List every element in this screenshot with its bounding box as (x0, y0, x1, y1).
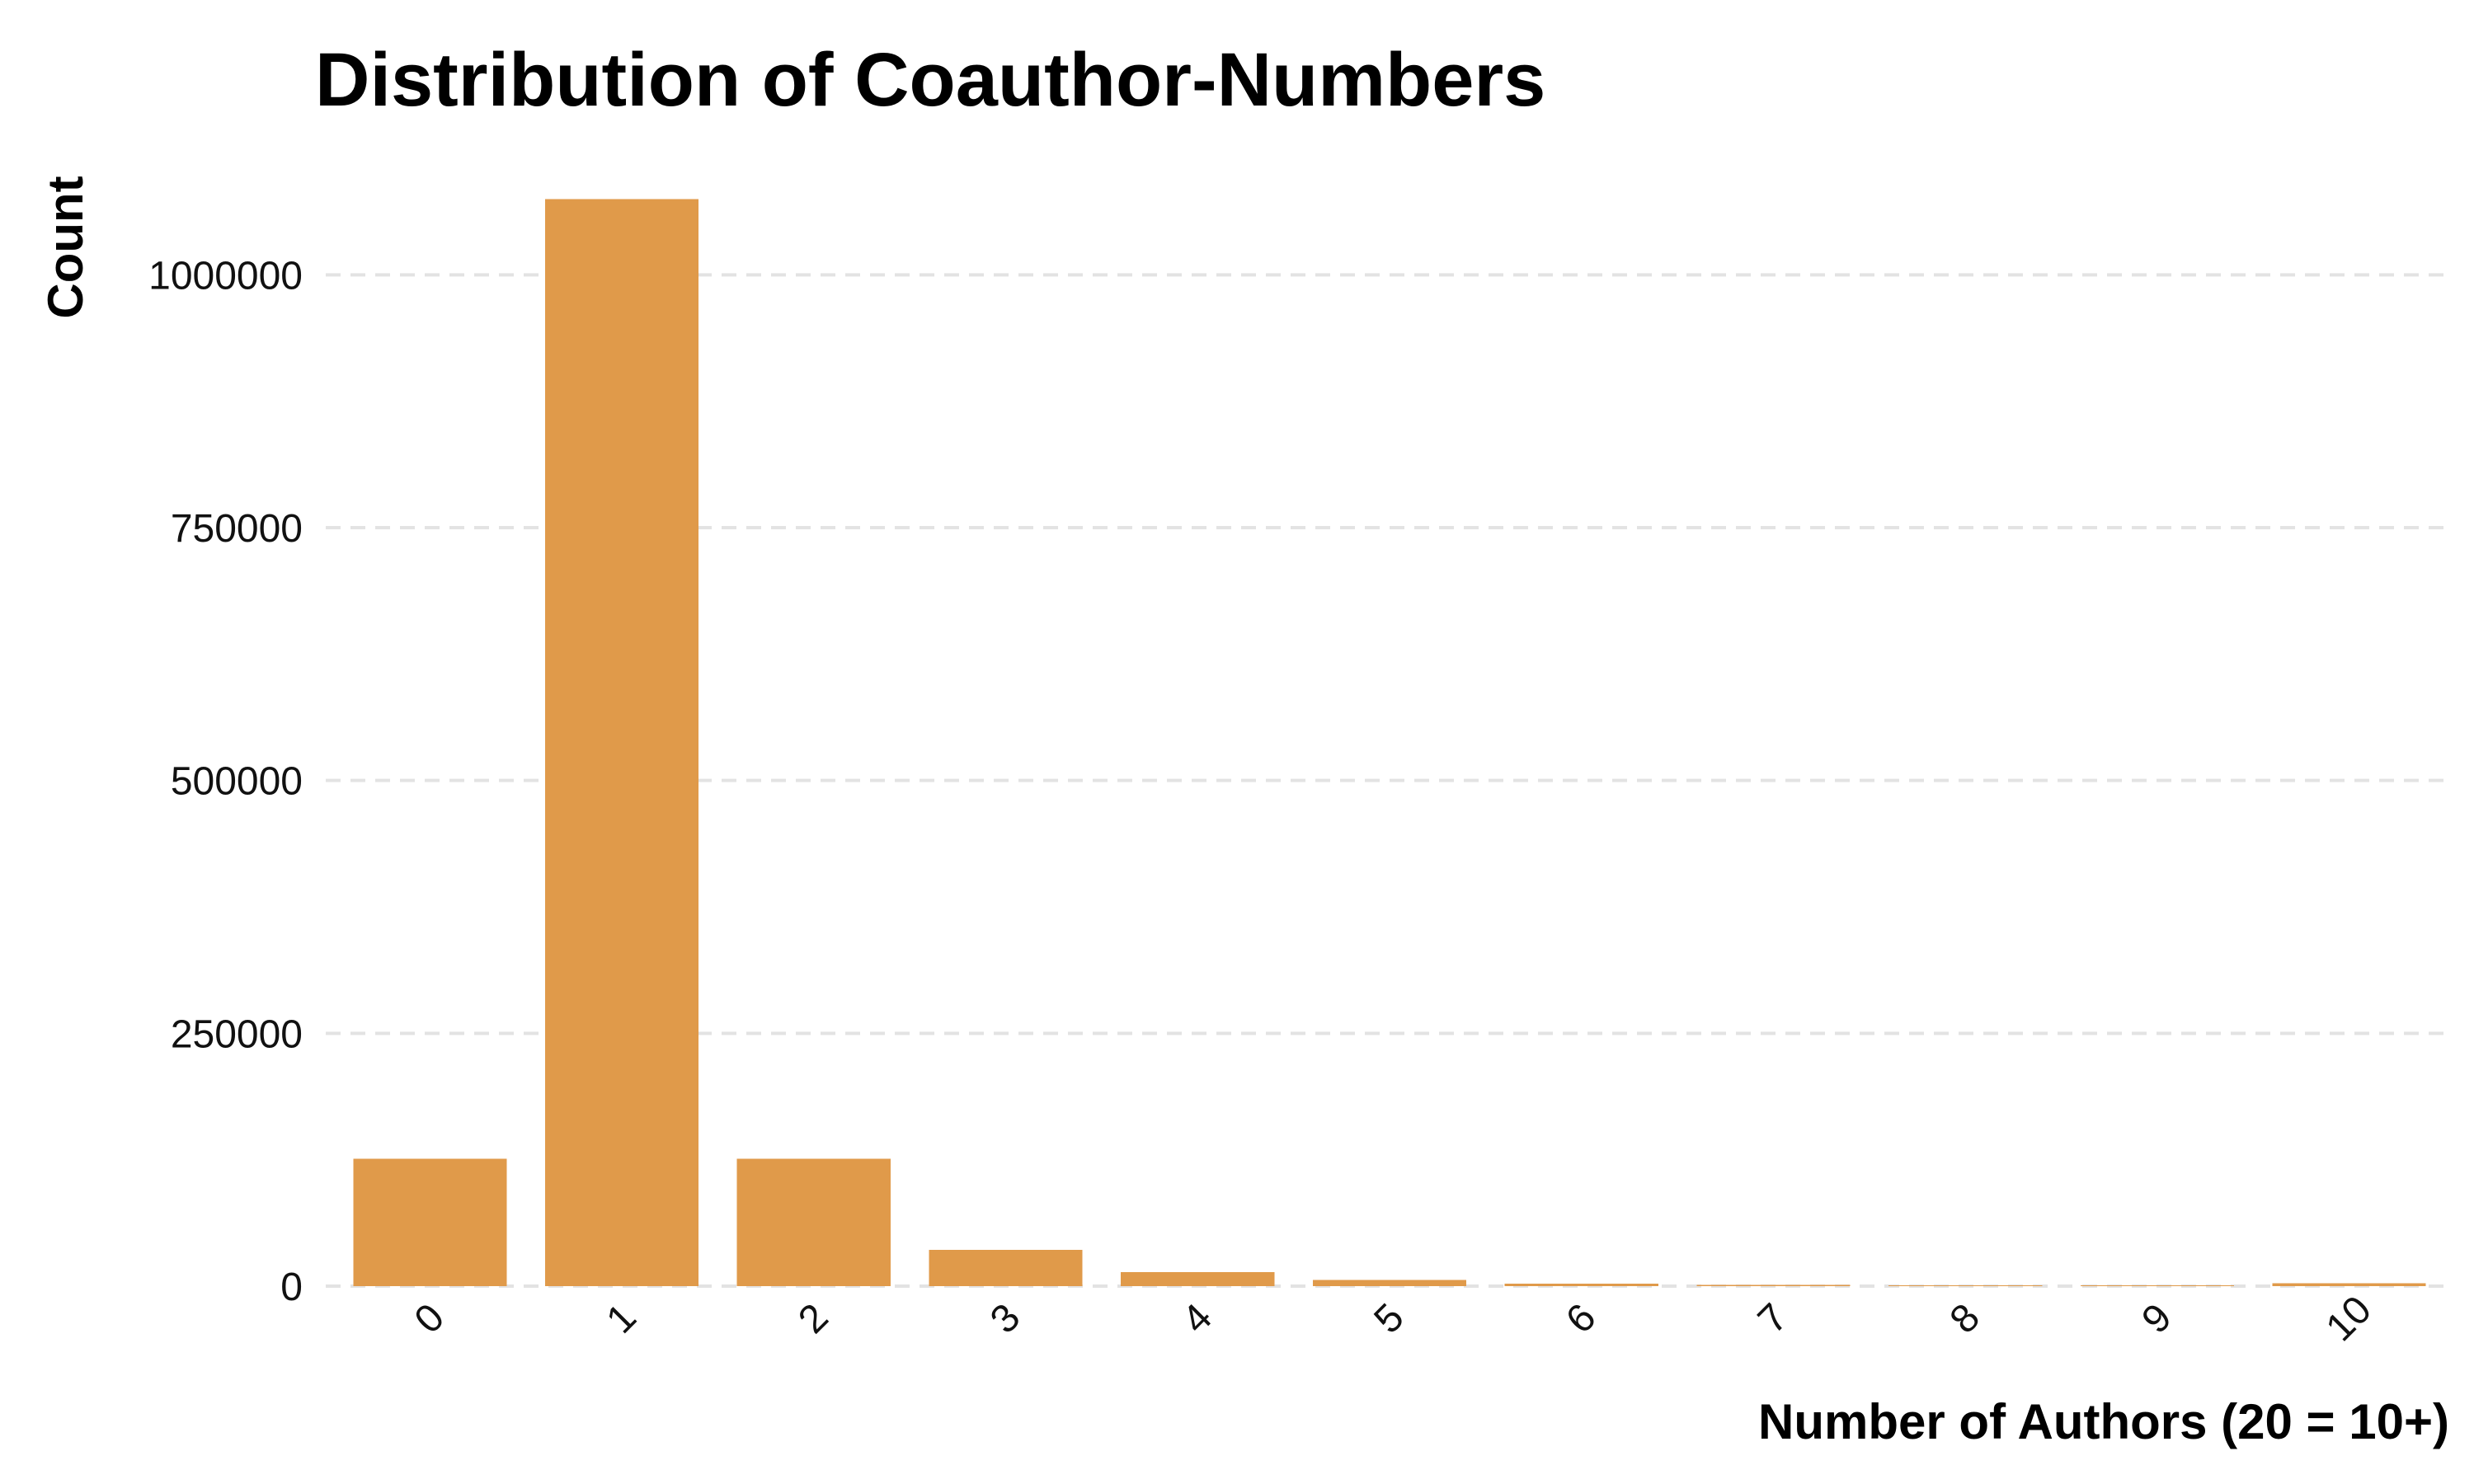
x-axis-title: Number of Authors (20 = 10+) (1758, 1394, 2449, 1449)
x-tick-label: 9 (2133, 1295, 2180, 1341)
x-tick-label: 3 (982, 1295, 1028, 1341)
x-tick-label: 4 (1174, 1295, 1221, 1341)
bar-10 (2272, 1283, 2426, 1286)
y-tick-label: 250000 (171, 1012, 303, 1056)
x-tick-label: 2 (790, 1295, 836, 1341)
bar-3 (929, 1249, 1083, 1286)
x-tick-label: 7 (1750, 1295, 1796, 1341)
bar-2 (736, 1158, 891, 1286)
bar-5 (1312, 1280, 1467, 1286)
y-tick-label: 500000 (171, 760, 303, 804)
x-tick-label: 1 (599, 1295, 645, 1341)
bar-9 (2080, 1285, 2234, 1286)
bars (353, 199, 2426, 1286)
bar-7 (1696, 1284, 1851, 1286)
x-tick-label: 8 (1942, 1295, 1988, 1341)
bar-1 (545, 199, 699, 1286)
x-tick-label: 0 (407, 1295, 453, 1341)
x-tick-label: 5 (1366, 1295, 1412, 1341)
x-axis-ticks: 0 1 2 3 4 5 6 7 8 9 10 (407, 1288, 2380, 1350)
y-tick-label: 750000 (171, 507, 303, 551)
x-tick-label: 10 (2318, 1288, 2380, 1350)
x-tick-label: 6 (1558, 1295, 1604, 1341)
y-tick-label: 1000000 (148, 254, 303, 298)
chart-title: Distribution of Coauthor-Numbers (315, 38, 1545, 122)
bar-4 (1121, 1271, 1275, 1286)
y-axis-ticks: 0 250000 500000 750000 1000000 (148, 254, 303, 1309)
y-tick-label: 0 (280, 1266, 303, 1309)
y-axis-title: Count (38, 176, 93, 318)
bar-0 (353, 1158, 507, 1286)
bar-8 (1888, 1285, 2043, 1286)
bar-6 (1504, 1283, 1658, 1286)
